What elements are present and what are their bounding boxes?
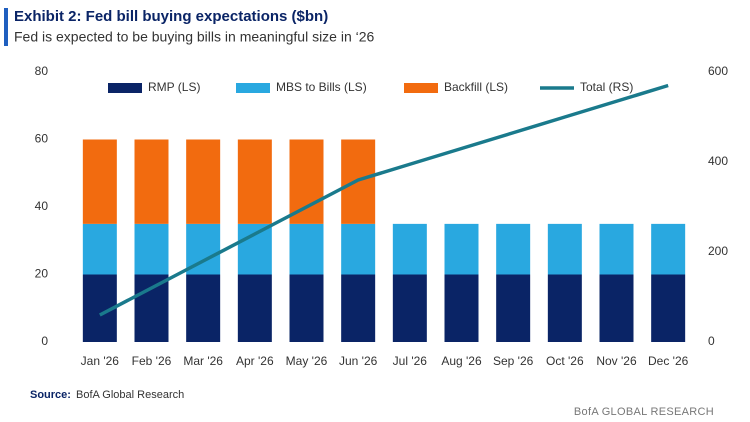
bar-segment — [599, 274, 634, 342]
bar-segment — [496, 223, 531, 275]
x-tick-label: Dec '26 — [648, 354, 689, 368]
bar-segment — [186, 274, 221, 342]
bar-segment — [341, 223, 376, 275]
bar-segment — [444, 223, 479, 275]
title-accent — [4, 8, 8, 46]
bar-segment — [237, 274, 272, 342]
bar-segment — [237, 223, 272, 275]
legend-swatch — [108, 83, 142, 93]
bar-segment — [82, 223, 117, 275]
legend-label: Backfill (LS) — [444, 80, 508, 94]
x-tick-label: Feb '26 — [132, 354, 172, 368]
x-tick-label: Mar '26 — [183, 354, 223, 368]
y-tick-label: 80 — [35, 64, 49, 78]
bar-segment — [392, 274, 427, 342]
bar-segment — [82, 139, 117, 224]
x-tick-label: Aug '26 — [441, 354, 482, 368]
legend-label: Total (RS) — [580, 80, 633, 94]
x-tick-label: Apr '26 — [236, 354, 274, 368]
bar-segment — [341, 274, 376, 342]
bar-segment — [651, 223, 686, 275]
bar-segment — [134, 139, 169, 224]
x-tick-label: Sep '26 — [493, 354, 534, 368]
bar-segment — [496, 274, 531, 342]
legend-label: MBS to Bills (LS) — [276, 80, 367, 94]
bar-segment — [134, 223, 169, 275]
bar-segment — [186, 139, 221, 224]
bar-segment — [547, 223, 582, 275]
bar-segment — [289, 139, 324, 224]
y2-tick-label: 200 — [708, 244, 728, 258]
y2-tick-label: 0 — [708, 334, 715, 348]
footer: BofA GLOBAL RESEARCH — [574, 406, 714, 418]
bar-segment — [444, 274, 479, 342]
bar-segment — [289, 274, 324, 342]
bar-segment — [392, 223, 427, 275]
chart-title: Exhibit 2: Fed bill buying expectations … — [14, 8, 328, 25]
x-tick-label: Jun '26 — [339, 354, 378, 368]
x-tick-label: May '26 — [286, 354, 328, 368]
y-tick-label: 20 — [35, 267, 49, 281]
y2-tick-label: 600 — [708, 64, 728, 78]
bar-segment — [547, 274, 582, 342]
legend-swatch — [404, 83, 438, 93]
y2-tick-label: 400 — [708, 154, 728, 168]
x-tick-label: Nov '26 — [596, 354, 637, 368]
chart-subtitle: Fed is expected to be buying bills in me… — [14, 29, 375, 45]
y-tick-label: 60 — [35, 132, 49, 146]
source-label: Source: — [30, 389, 71, 401]
y-tick-label: 40 — [35, 199, 49, 213]
source: BofA Global Research — [76, 389, 184, 401]
y-tick-label: 0 — [41, 334, 48, 348]
x-tick-label: Oct '26 — [546, 354, 584, 368]
bar-segment — [651, 274, 686, 342]
bar-segment — [289, 223, 324, 275]
bar-segment — [237, 139, 272, 224]
line-series — [99, 83, 669, 317]
x-tick-label: Jul '26 — [393, 354, 428, 368]
legend-label: RMP (LS) — [148, 80, 200, 94]
legend-swatch — [236, 83, 270, 93]
x-tick-label: Jan '26 — [81, 354, 120, 368]
bar-segment — [134, 274, 169, 342]
bar-segment — [599, 223, 634, 275]
